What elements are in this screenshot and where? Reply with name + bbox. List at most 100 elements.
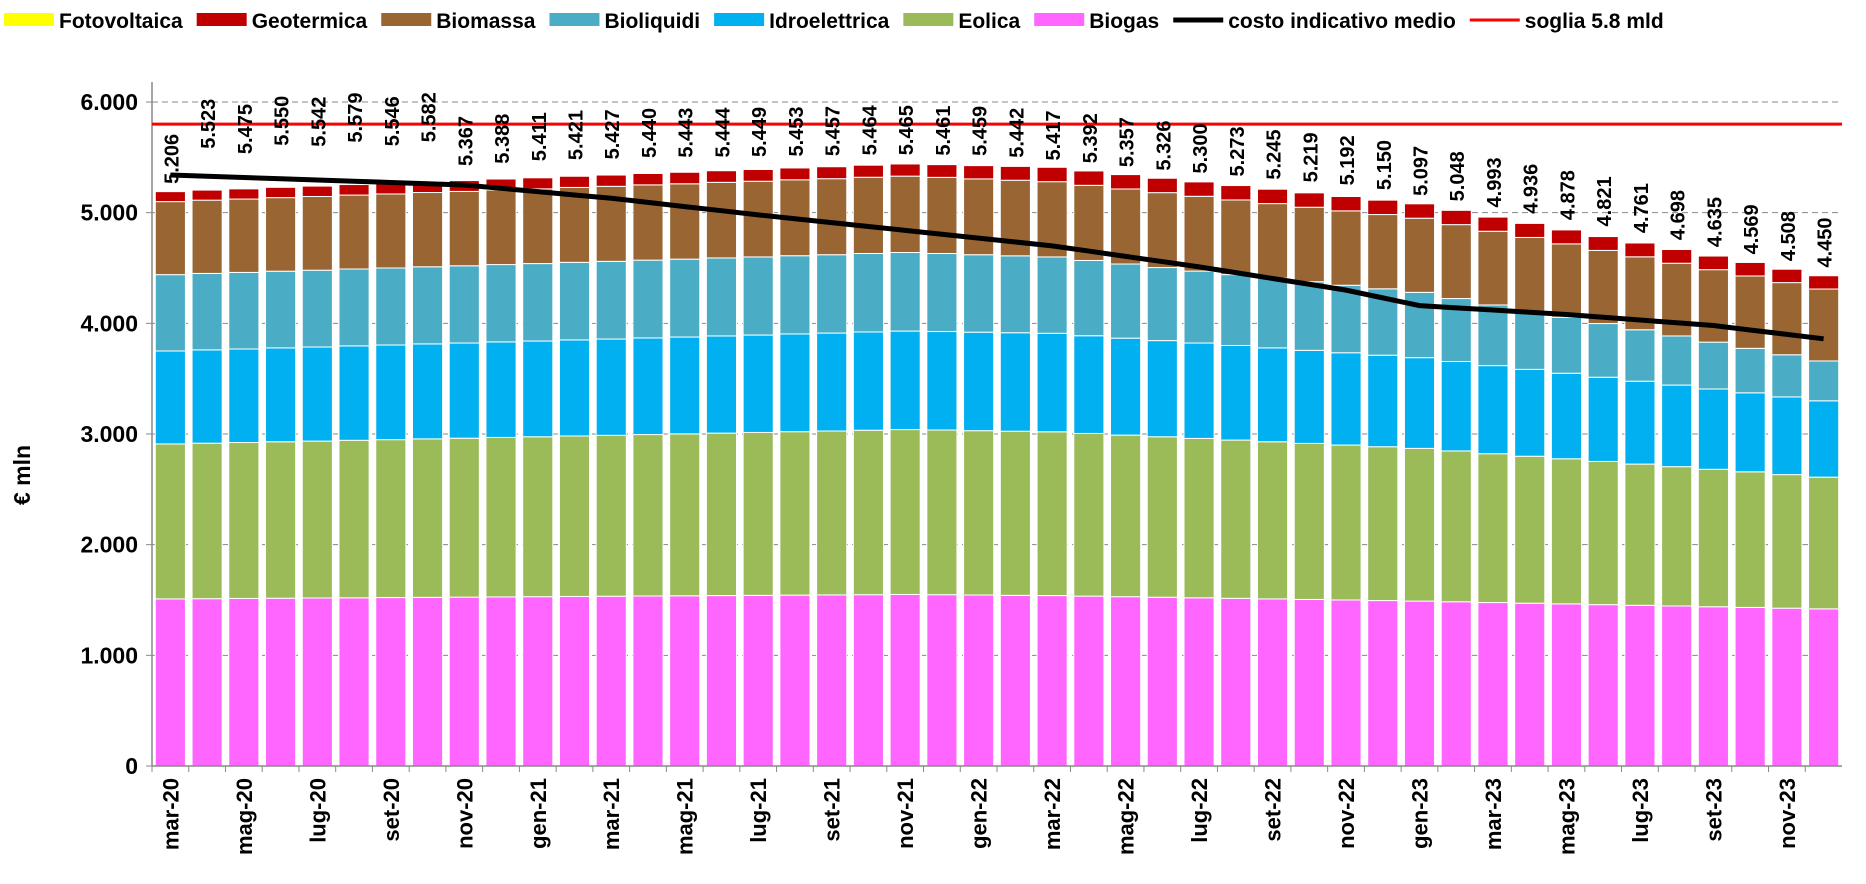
y-tick-label: 0 — [125, 753, 138, 779]
bar-segment — [1293, 598, 1325, 767]
bar-segment — [1771, 268, 1803, 284]
bar-segment — [1771, 607, 1803, 767]
bar-segment — [411, 438, 444, 598]
bar-segment — [1734, 347, 1766, 394]
bar-segment — [1550, 243, 1583, 318]
bar-segment — [1146, 267, 1178, 342]
bar-segment — [1036, 332, 1068, 433]
bar-segment — [338, 597, 370, 767]
bar-segment — [485, 264, 517, 343]
bar-segment — [632, 259, 664, 339]
bar-segment — [816, 166, 848, 180]
bar-segment — [228, 348, 260, 444]
legend-swatch — [4, 13, 54, 26]
y-tick-label: 6.000 — [80, 89, 138, 115]
total-label: 5.300 — [1190, 123, 1212, 173]
bar-segment — [963, 254, 995, 333]
bar-segment — [669, 433, 701, 597]
x-tick-label: lug-20 — [305, 778, 330, 843]
bar-segment — [1587, 249, 1619, 325]
bar-segment — [448, 190, 480, 267]
bar-segment — [926, 176, 958, 255]
bar-segment — [595, 338, 627, 436]
x-tick-label: nov-21 — [893, 778, 918, 849]
bar-segment — [1256, 598, 1289, 767]
bar-segment — [1146, 177, 1178, 194]
bar-segment — [265, 270, 297, 349]
bar-segment — [963, 178, 995, 256]
bar-segment — [448, 265, 480, 344]
total-label: 5.245 — [1264, 129, 1286, 179]
legend-label: Idroelettrica — [769, 10, 890, 33]
x-tick-label: gen-23 — [1408, 778, 1433, 849]
x-tick-label: mar-23 — [1481, 778, 1506, 850]
bar-segment — [265, 197, 297, 272]
bar-segment — [1697, 269, 1729, 343]
total-label: 5.388 — [492, 114, 514, 164]
bar-segment — [485, 341, 517, 438]
bar-segment — [1697, 606, 1729, 767]
bar-segment — [1256, 203, 1289, 279]
bar-segment — [1293, 442, 1325, 600]
bar-segment — [1403, 357, 1436, 449]
bar-segment — [926, 164, 958, 178]
bar-segment — [448, 596, 480, 767]
total-label: 5.579 — [345, 93, 367, 143]
bar-segment — [448, 342, 480, 439]
legend-label: Biomassa — [436, 10, 536, 33]
bar-segment — [154, 350, 186, 445]
total-label: 4.761 — [1631, 183, 1653, 233]
bar-segment — [522, 340, 554, 438]
bar-segment — [1293, 192, 1325, 208]
bar-segment — [1734, 606, 1766, 767]
bar-segment — [632, 337, 664, 436]
bar-segment — [669, 171, 701, 185]
bar-segment — [1477, 216, 1509, 232]
bar-segment — [1514, 236, 1546, 312]
bar-segment — [1808, 608, 1840, 767]
bar-segment — [1183, 342, 1215, 439]
bar-segment — [1514, 310, 1546, 370]
total-label: 5.192 — [1337, 135, 1359, 185]
bar-segment — [1624, 329, 1656, 382]
bar-segment — [705, 432, 738, 597]
bar-segment — [595, 595, 627, 767]
legend-swatch — [549, 13, 600, 26]
total-label: 4.450 — [1815, 217, 1837, 267]
legend-label: soglia 5.8 mld — [1525, 10, 1664, 33]
bar-segment — [1771, 282, 1803, 356]
bar-segment — [669, 336, 701, 435]
bar-segment — [1477, 602, 1509, 767]
bar-segment — [265, 186, 297, 199]
x-tick-label: lug-22 — [1187, 778, 1212, 843]
bar-segment — [338, 268, 370, 347]
bar-segment — [1330, 444, 1362, 601]
bar-segment — [889, 429, 921, 595]
y-tick-label: 1.000 — [80, 642, 138, 668]
y-axis-label: € mln — [9, 445, 35, 505]
bar-segment — [301, 440, 333, 599]
bar-segment — [1514, 368, 1546, 457]
bar-segment — [926, 429, 958, 596]
x-tick-label: nov-20 — [452, 778, 477, 849]
bar-segment — [1587, 236, 1619, 251]
bar-segment — [742, 334, 774, 433]
bar-segment — [889, 330, 921, 431]
bar-segment — [265, 597, 297, 767]
bar-segment — [485, 436, 517, 598]
bar-segment — [338, 345, 370, 441]
bar-segment — [1550, 458, 1583, 605]
bar-segment — [963, 165, 995, 180]
bar-segment — [1477, 304, 1509, 367]
bar-segment — [1220, 199, 1252, 276]
bar-segment — [1514, 455, 1546, 604]
bar-segment — [1293, 206, 1325, 283]
bar-segment — [1403, 600, 1436, 767]
bar-segment — [1440, 601, 1472, 767]
total-label: 4.698 — [1668, 190, 1690, 240]
bar-segment — [1146, 340, 1178, 438]
bar-segment — [779, 167, 811, 181]
total-label: 5.546 — [382, 96, 404, 146]
bar-segment — [1697, 388, 1729, 470]
bar-segment — [375, 344, 407, 441]
